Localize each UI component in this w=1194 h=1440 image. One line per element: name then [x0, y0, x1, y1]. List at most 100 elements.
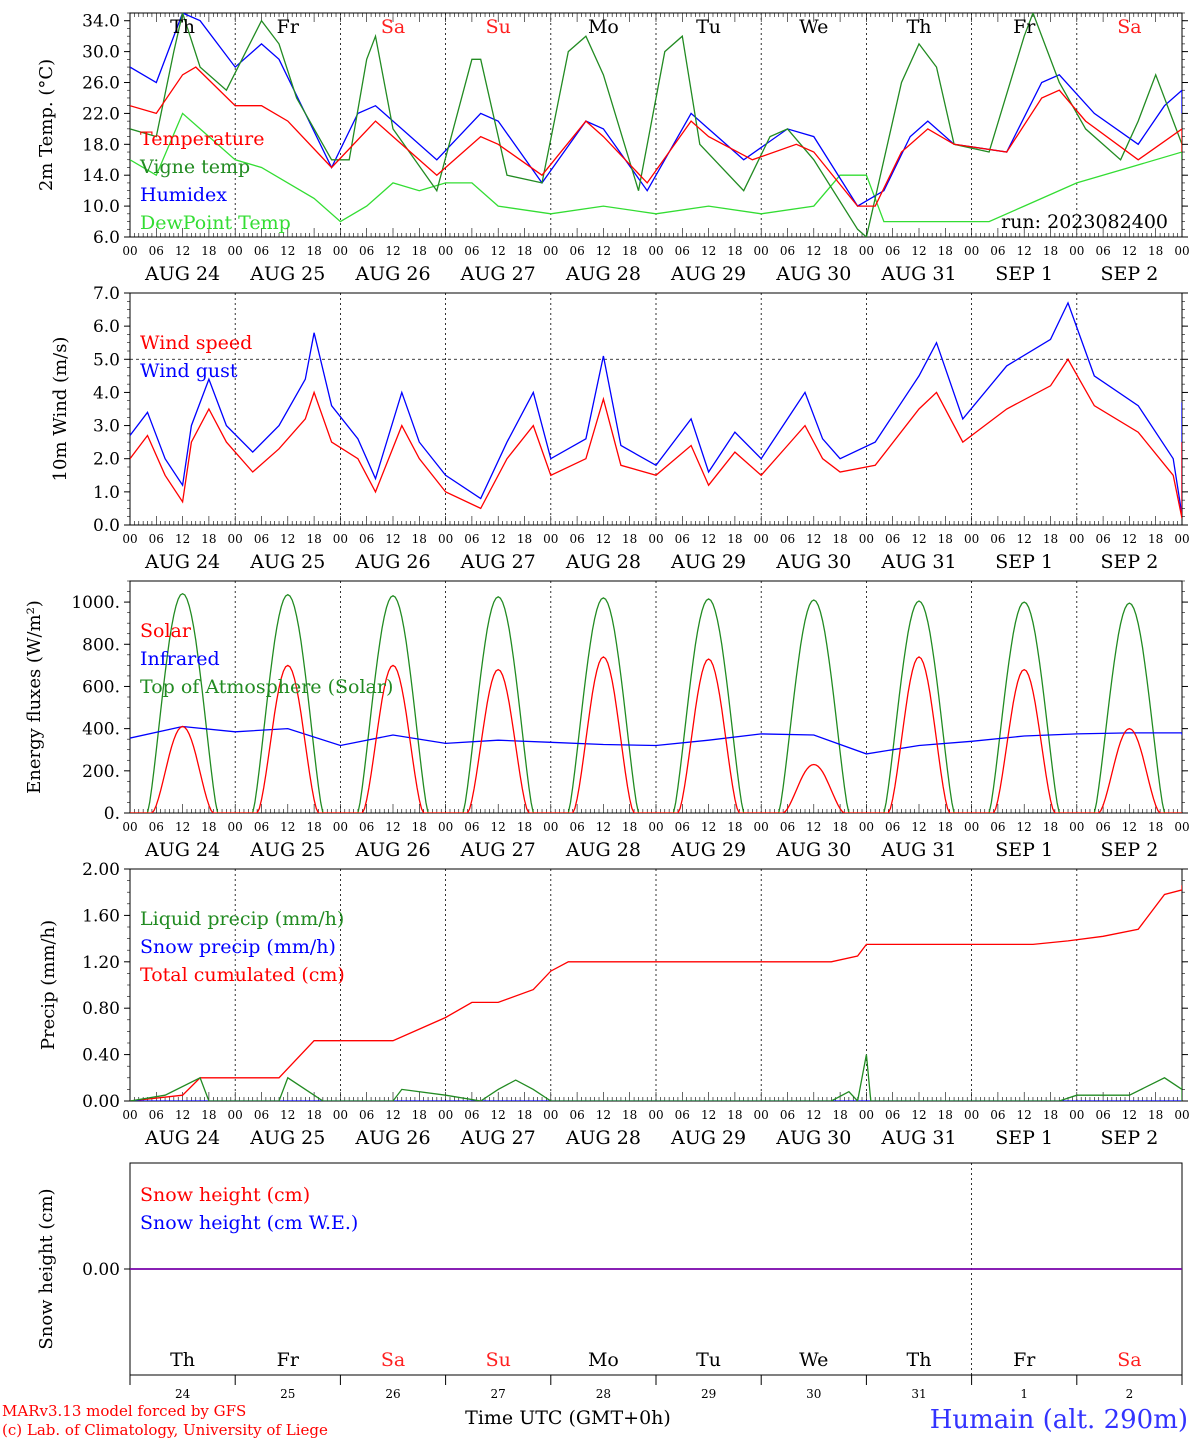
date-label: AUG 27	[460, 1127, 536, 1149]
y-tick-label: 0.40	[82, 1046, 120, 1066]
y-tick-label: 0.00	[82, 1092, 120, 1112]
date-label: AUG 25	[249, 263, 325, 285]
series-line	[130, 725, 1182, 755]
legend-entry: Infrared	[140, 648, 220, 670]
legend-entry: Snow height (cm)	[140, 1184, 310, 1206]
hour-tick-label: 06	[149, 1108, 164, 1122]
hour-tick-label: 06	[359, 532, 374, 546]
hour-tick-label: 00	[333, 532, 348, 546]
date-label: AUG 29	[670, 263, 746, 285]
legend-entry: Snow precip (mm/h)	[140, 936, 336, 958]
weekday-label: Fr	[277, 16, 300, 38]
y-tick-label: 1.20	[82, 953, 120, 973]
hour-tick-label: 00	[754, 532, 769, 546]
date-label: AUG 30	[775, 551, 851, 573]
date-label: AUG 31	[880, 839, 956, 861]
hour-tick-label: 18	[622, 1108, 637, 1122]
hour-tick-label: 18	[832, 532, 847, 546]
hour-tick-label: 18	[517, 532, 532, 546]
hour-tick-label: 12	[911, 244, 926, 258]
hour-tick-label: 12	[806, 532, 821, 546]
date-label: AUG 30	[775, 263, 851, 285]
hour-tick-label: 18	[1043, 244, 1058, 258]
hour-tick-label: 06	[464, 820, 479, 834]
hour-tick-label: 12	[491, 1108, 506, 1122]
series-line	[130, 1054, 1182, 1101]
weekday-label: Mo	[588, 16, 619, 38]
hour-tick-label: 18	[727, 532, 742, 546]
y-tick-label: 6.0	[93, 228, 120, 248]
hour-tick-label: 00	[228, 532, 243, 546]
hour-tick-label: 12	[701, 820, 716, 834]
date-label: AUG 28	[565, 839, 641, 861]
hour-tick-label: 06	[149, 532, 164, 546]
date-label: AUG 31	[880, 263, 956, 285]
hour-tick-label: 00	[964, 820, 979, 834]
hour-tick-label: 12	[701, 244, 716, 258]
hour-tick-label: 18	[306, 532, 321, 546]
hour-tick-label: 12	[701, 1108, 716, 1122]
hour-tick-label: 18	[938, 244, 953, 258]
hour-tick-label: 00	[122, 1108, 137, 1122]
hour-tick-label: 06	[675, 532, 690, 546]
hour-tick-label: 18	[201, 532, 216, 546]
weekday-label: Tu	[696, 16, 721, 38]
legend-entry: Vigne temp	[139, 156, 250, 178]
hour-tick-label: 06	[885, 244, 900, 258]
credit-line-1: MARv3.13 model forced by GFS	[2, 1402, 246, 1420]
y-tick-label: 600.	[82, 677, 120, 697]
date-label: AUG 31	[880, 551, 956, 573]
hour-tick-label: 06	[990, 820, 1005, 834]
hour-tick-label: 06	[780, 1108, 795, 1122]
station-name: Humain (alt. 290m)	[930, 1405, 1188, 1435]
hour-tick-label: 00	[859, 532, 874, 546]
hour-tick-label: 18	[306, 1108, 321, 1122]
hour-tick-label: 18	[412, 1108, 427, 1122]
hour-tick-label: 06	[464, 244, 479, 258]
hour-tick-label: 18	[832, 244, 847, 258]
hour-tick-label: 06	[359, 820, 374, 834]
hour-tick-label: 12	[596, 532, 611, 546]
day-number-label: 24	[175, 1387, 191, 1401]
hour-tick-label: 18	[517, 1108, 532, 1122]
hour-tick-label: 06	[569, 244, 584, 258]
weekday-label: We	[799, 16, 828, 38]
day-number-label: 31	[911, 1387, 926, 1401]
date-label: SEP 1	[995, 839, 1053, 861]
y-tick-label: 6.0	[93, 317, 120, 337]
hour-tick-label: 00	[859, 820, 874, 834]
hour-tick-label: 18	[517, 820, 532, 834]
hour-tick-label: 18	[201, 1108, 216, 1122]
hour-tick-label: 00	[228, 820, 243, 834]
date-label: AUG 26	[354, 551, 430, 573]
weekday-label: Su	[486, 16, 511, 38]
y-tick-label: 1.0	[93, 483, 120, 503]
hour-tick-label: 18	[938, 532, 953, 546]
hour-tick-label: 12	[1017, 820, 1032, 834]
y-tick-label: 18.0	[82, 135, 120, 155]
series-line	[130, 112, 1182, 223]
hour-tick-label: 00	[964, 1108, 979, 1122]
hour-tick-label: 18	[1043, 1108, 1058, 1122]
y-tick-label: 0.0	[93, 516, 120, 536]
y-axis-title: Energy fluxes (W/m²)	[24, 600, 45, 794]
date-label: AUG 25	[249, 551, 325, 573]
hour-tick-label: 12	[385, 244, 400, 258]
date-label: SEP 1	[995, 1127, 1053, 1149]
weekday-label: Sa	[381, 1349, 405, 1371]
hour-tick-label: 00	[438, 532, 453, 546]
data-series	[130, 13, 1182, 1270]
series-line	[130, 66, 1182, 207]
hour-tick-label: 12	[911, 532, 926, 546]
hour-tick-label: 12	[1122, 532, 1137, 546]
date-label: SEP 2	[1100, 551, 1158, 573]
hour-tick-label: 18	[727, 244, 742, 258]
credit-line-2: (c) Lab. of Climatology, University of L…	[2, 1421, 328, 1439]
hour-tick-label: 00	[1069, 244, 1084, 258]
hour-tick-label: 12	[175, 1108, 190, 1122]
hour-tick-label: 18	[1148, 820, 1163, 834]
hour-tick-label: 18	[1148, 532, 1163, 546]
hour-tick-label: 18	[201, 244, 216, 258]
hour-tick-label: 06	[1095, 1108, 1110, 1122]
